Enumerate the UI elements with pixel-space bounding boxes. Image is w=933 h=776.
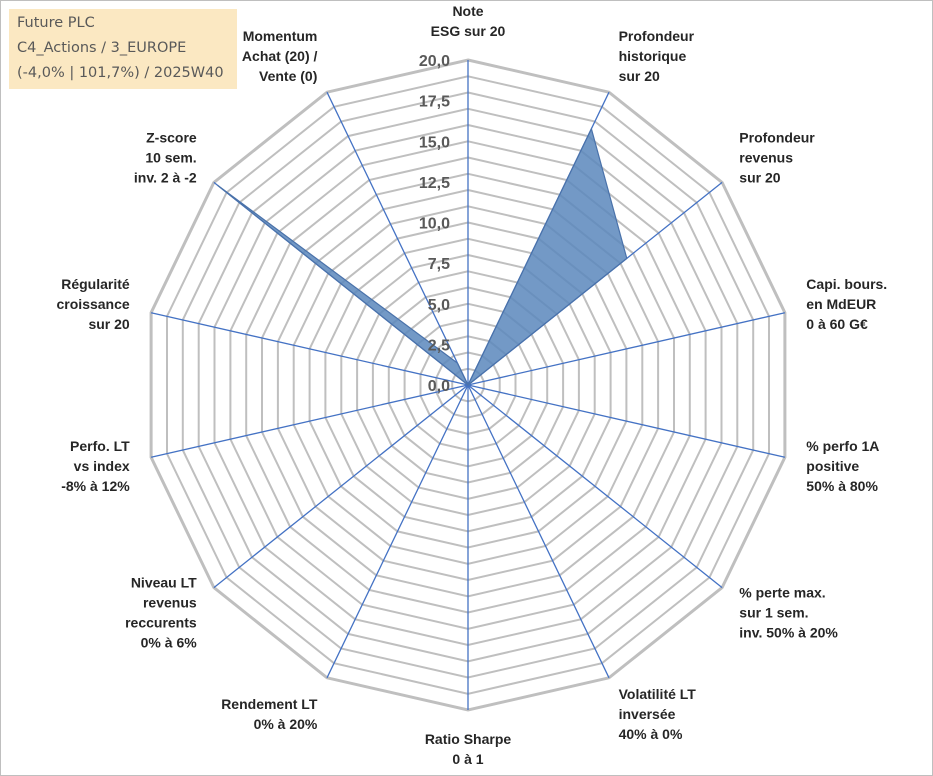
radial-tick-labels: 0,0 2,5 5,0 7,5 10,0 12,5 15,0 17,5 20,0 [419,53,450,395]
category-label: Niveau LT revenus reccurents 0% à 6% [125,575,197,651]
radar-spoke [467,312,786,386]
radar-spoke [150,312,469,386]
category-label-line: Note [452,3,483,19]
category-label-line: 0% à 6% [141,635,198,651]
tick-label: 0,0 [428,378,450,395]
tick-label: 12,5 [419,175,450,192]
category-path: C4_Actions / 3_EUROPE [17,40,187,56]
category-label-line: Ratio Sharpe [425,731,512,747]
category-label-line: Z-score [146,129,197,145]
category-label: Capi. bours. en MdEUR 0 à 60 G€ [806,276,887,332]
category-label-line: inv. 50% à 20% [739,625,838,641]
radar-series [217,127,628,387]
category-label-line: 0 à 1 [452,751,483,767]
tick-label: 2,5 [428,337,450,354]
category-label-line: Achat (20) / [242,48,318,64]
category-label: % perfo 1A positive 50% à 80% [806,438,879,494]
category-label-line: ESG sur 20 [431,23,506,39]
radar-spoke [467,384,610,679]
category-label: Perfo. LT vs index -8% à 12% [61,438,130,494]
category-label: Z-score 10 sem. inv. 2 à -2 [134,129,197,185]
category-label-line: sur 20 [88,316,129,332]
tick-label: 15,0 [419,134,450,151]
category-label-line: reccurents [125,615,197,631]
category-label-line: positive [806,458,859,474]
category-label-line: % perte max. [739,585,825,601]
category-label-line: sur 20 [619,68,660,84]
category-label-line: % perfo 1A [806,438,879,454]
category-label-line: 10 sem. [145,149,196,165]
category-label-line: vs index [74,458,130,474]
info-box: Future PLC C4_Actions / 3_EUROPE (-4,0% … [9,9,237,89]
category-label: % perte max. sur 1 sem. inv. 50% à 20% [739,585,838,641]
category-label-line: revenus [739,149,793,165]
category-label-line: en MdEUR [806,296,876,312]
tick-label: 10,0 [419,216,450,233]
category-label-line: inversée [619,706,676,722]
tick-label: 5,0 [428,297,450,314]
category-label-line: Vente (0) [259,68,317,84]
category-label-line: sur 1 sem. [739,605,808,621]
category-label: Profondeur revenus sur 20 [739,129,815,185]
category-label-line: 50% à 80% [806,478,878,494]
category-label-line: sur 20 [739,169,780,185]
radar-spoke [213,384,469,589]
category-label-line: Profondeur [739,129,815,145]
category-label-line: Volatilité LT [619,686,697,702]
category-label-line: -8% à 12% [61,478,130,494]
category-label-line: croissance [57,296,130,312]
category-label-line: 40% à 0% [619,726,683,742]
category-label-line: Rendement LT [221,696,318,712]
category-label-line: Perfo. LT [70,438,130,454]
tick-label: 7,5 [428,256,450,273]
category-label: Note ESG sur 20 [431,3,506,39]
category-label: Ratio Sharpe 0 à 1 [425,731,512,767]
category-label: Momentum Achat (20) / Vente (0) [242,28,318,84]
radar-spoke [467,384,723,589]
radar-spoke [467,384,786,458]
radar-spoke [326,384,469,679]
tick-label: 20,0 [419,53,450,70]
category-label: Rendement LT 0% à 20% [221,696,318,732]
category-label-line: Profondeur [619,28,695,44]
radar-spoke [150,384,469,458]
category-label-line: 0% à 20% [254,716,318,732]
category-label-line: 0 à 60 G€ [806,316,868,332]
company-name: Future PLC [17,15,95,31]
category-label-line: inv. 2 à -2 [134,169,197,185]
category-label-line: Régularité [61,276,130,292]
radar-spoke [326,91,469,386]
category-label: Profondeur historique sur 20 [619,28,695,84]
category-labels: Note ESG sur 20 Profondeur historique sur 20… [57,3,888,767]
tick-label: 17,5 [419,94,450,111]
category-label-line: revenus [143,595,197,611]
performance-week: (-4,0% | 101,7%) / 2025W40 [17,65,224,81]
category-label-line: Niveau LT [131,575,197,591]
category-label: Volatilité LT inversée 40% à 0% [619,686,697,742]
category-label-line: historique [619,48,687,64]
category-label-line: Capi. bours. [806,276,887,292]
category-label: Régularité croissance sur 20 [57,276,130,332]
category-label-line: Momentum [243,28,318,44]
series-area [217,127,628,387]
